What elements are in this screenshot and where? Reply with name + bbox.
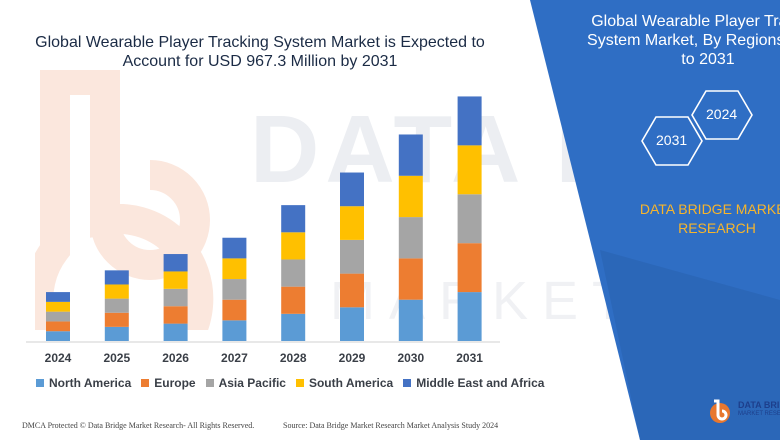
brand-logo-line2: MARKET RESEARCH	[738, 411, 780, 417]
legend-item: Europe	[141, 376, 196, 390]
bar-segment-2030-europe	[398, 258, 423, 300]
brand-logo-icon	[710, 399, 730, 423]
legend-item: North America	[36, 376, 131, 390]
x-tick-label: 2030	[397, 351, 424, 365]
legend-item: Asia Pacific	[205, 376, 286, 390]
hexagon-2031-label: 2031	[656, 132, 688, 148]
bar-segment-2030-asia-pacific	[398, 217, 423, 259]
bar-segment-2026-south-america	[163, 271, 188, 289]
legend-swatch	[205, 379, 214, 387]
bar-segment-2029-middle-east-and-africa	[340, 172, 364, 207]
hexagon-2031-icon	[641, 116, 703, 166]
footer-copyright: DMCA Protected © Data Bridge Market Rese…	[22, 421, 255, 430]
x-tick-label: 2026	[162, 351, 189, 365]
bar-segment-2027-south-america	[222, 258, 247, 280]
bar-segment-2027-north-america	[222, 320, 247, 341]
x-tick-label: 2028	[280, 351, 307, 365]
legend-label: Europe	[154, 376, 196, 390]
bar-segment-2024-europe	[46, 321, 70, 332]
hexagon-2024-label: 2024	[706, 106, 738, 122]
x-tick-label: 2031	[456, 351, 483, 365]
legend-swatch	[403, 379, 412, 387]
bar-segment-2024-middle-east-and-africa	[46, 292, 70, 302]
bar-segment-2031-middle-east-and-africa	[457, 96, 482, 146]
legend-label: Asia Pacific	[218, 376, 286, 390]
chart-bars	[46, 96, 482, 341]
bar-segment-2029-north-america	[340, 307, 364, 341]
bar-segment-2025-asia-pacific	[104, 298, 129, 313]
panel-title: Global Wearable Player Tracking System M…	[578, 12, 780, 69]
bar-segment-2031-south-america	[457, 145, 482, 195]
bar-segment-2027-europe	[222, 299, 247, 321]
x-tick-label: 2029	[339, 351, 366, 365]
x-tick-label: 2025	[103, 351, 130, 365]
legend-item: Middle East and Africa	[403, 376, 544, 390]
bar-segment-2025-south-america	[104, 284, 129, 299]
panel-brand-line: DATA BRIDGE MARKET	[639, 201, 780, 217]
panel-title-line: to 2031	[681, 51, 735, 68]
bar-segment-2025-middle-east-and-africa	[104, 270, 129, 285]
legend-swatch	[295, 379, 304, 387]
bar-segment-2029-asia-pacific	[340, 239, 364, 274]
bar-segment-2030-south-america	[398, 175, 423, 218]
bar-segment-2031-north-america	[457, 292, 482, 341]
bar-segment-2028-asia-pacific	[281, 259, 306, 287]
panel-title-line: Global Wearable Player Tracking	[591, 13, 780, 30]
bar-segment-2028-south-america	[281, 232, 306, 260]
bar-segment-2024-south-america	[46, 301, 70, 312]
chart-title: Global Wearable Player Tracking System M…	[35, 34, 485, 70]
panel-title-line: System Market, By Regions, 2024	[587, 32, 780, 49]
legend-label: Middle East and Africa	[416, 376, 545, 390]
hexagon-2024-icon	[691, 90, 753, 140]
bar-segment-2029-south-america	[340, 206, 364, 240]
bar-segment-2028-north-america	[281, 313, 306, 341]
x-tick-label: 2024	[45, 351, 72, 365]
bar-segment-2024-north-america	[46, 331, 70, 341]
bar-segment-2026-north-america	[163, 323, 188, 341]
bar-segment-2028-europe	[281, 286, 306, 314]
bar-segment-2024-asia-pacific	[46, 311, 70, 322]
bar-segment-2027-asia-pacific	[222, 279, 247, 300]
bar-segment-2030-north-america	[398, 299, 423, 341]
bar-segment-2026-europe	[163, 306, 188, 324]
brand-logo-text: DATA BRIDGE MARKET RESEARCH	[738, 401, 780, 419]
bar-segment-2027-middle-east-and-africa	[222, 237, 247, 259]
bar-segment-2028-middle-east-and-africa	[281, 205, 306, 233]
watermark-logo-icon	[35, 70, 214, 330]
legend-label: South America	[308, 376, 394, 390]
bar-segment-2026-middle-east-and-africa	[163, 254, 188, 272]
panel-accent	[600, 250, 780, 440]
brand-logo-line1: DATA BRIDGE	[738, 400, 780, 410]
bar-segment-2029-europe	[340, 273, 364, 308]
footer-source: Source: Data Bridge Market Research Mark…	[283, 421, 499, 430]
bar-segment-2025-europe	[104, 312, 129, 327]
bar-segment-2031-asia-pacific	[457, 194, 482, 244]
legend-label: North America	[49, 376, 132, 390]
bar-segment-2030-middle-east-and-africa	[398, 134, 423, 176]
legend-item: South America	[295, 376, 394, 390]
panel-brand-line: RESEARCH	[678, 220, 756, 236]
bar-segment-2026-asia-pacific	[163, 288, 188, 307]
legend-swatch	[36, 379, 44, 387]
x-tick-label: 2027	[221, 351, 248, 365]
legend-swatch	[141, 379, 150, 387]
chart-legend: North America Europe Asia Pacific South Ame…	[36, 376, 554, 390]
x-tick-labels: 2024 2025 2026 2027 2028 2029 2030 2031	[45, 351, 484, 365]
bar-segment-2031-europe	[457, 243, 482, 293]
panel-brand-text: DATA BRIDGE MARKET RESEARCH	[622, 200, 780, 238]
bar-segment-2025-north-america	[104, 326, 129, 341]
